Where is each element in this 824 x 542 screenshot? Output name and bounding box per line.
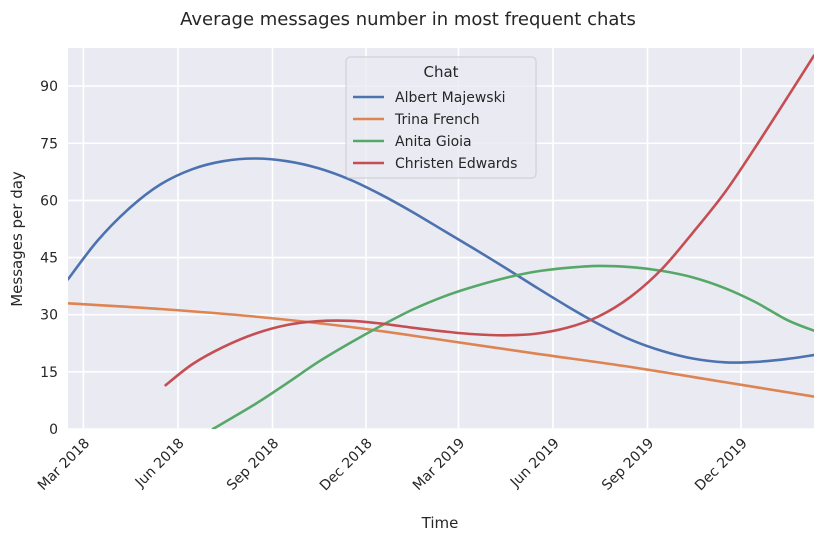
- y-tick-label: 0: [49, 422, 58, 438]
- x-tick-label: Jun 2019: [507, 435, 563, 491]
- legend-label-anita-gioia: Anita Gioia: [395, 134, 472, 150]
- series-line-trina-french: [68, 301, 814, 398]
- x-tick-label: Dec 2019: [692, 435, 751, 494]
- x-tick-label: Sep 2019: [599, 435, 657, 493]
- x-tick-labels: Mar 2018 Jun 2018 Sep 2018 Dec 2018 Mar 2019…: [35, 435, 751, 494]
- legend: Chat Albert Majewski Trina French Anita Gi…: [345, 56, 537, 179]
- legend-label-christen-edwards: Christen Edwards: [395, 156, 517, 172]
- y-tick-label: 60: [40, 193, 58, 209]
- legend-box: [345, 56, 537, 179]
- chart-title: Average messages number in most frequent…: [180, 9, 636, 30]
- y-tick-label: 30: [40, 308, 58, 324]
- y-tick-labels: 0 15 30 45 60 75 90: [40, 79, 58, 438]
- y-tick-label: 45: [40, 251, 58, 267]
- y-tick-label: 15: [40, 365, 58, 381]
- legend-title: Chat: [423, 63, 458, 81]
- x-tick-label: Mar 2018: [35, 435, 93, 493]
- y-tick-label: 75: [40, 136, 58, 152]
- legend-label-trina-french: Trina French: [394, 112, 480, 128]
- series-line-anita-gioia: [211, 264, 814, 429]
- x-tick-label: Dec 2018: [317, 435, 376, 494]
- x-tick-label: Jun 2018: [132, 435, 188, 491]
- x-tick-label: Sep 2018: [224, 435, 282, 493]
- y-tick-label: 90: [40, 79, 58, 95]
- series-line-albert-majewski: [68, 157, 814, 364]
- y-axis-label: Messages per day: [8, 171, 26, 307]
- x-tick-label: Mar 2019: [410, 435, 468, 493]
- series-lines: [68, 54, 814, 429]
- x-axis-label: Time: [421, 514, 459, 532]
- series-line-christen-edwards: [164, 54, 814, 387]
- legend-items: Albert Majewski Trina French Anita Gioia Ch…: [353, 90, 517, 172]
- legend-label-albert-majewski: Albert Majewski: [395, 90, 506, 106]
